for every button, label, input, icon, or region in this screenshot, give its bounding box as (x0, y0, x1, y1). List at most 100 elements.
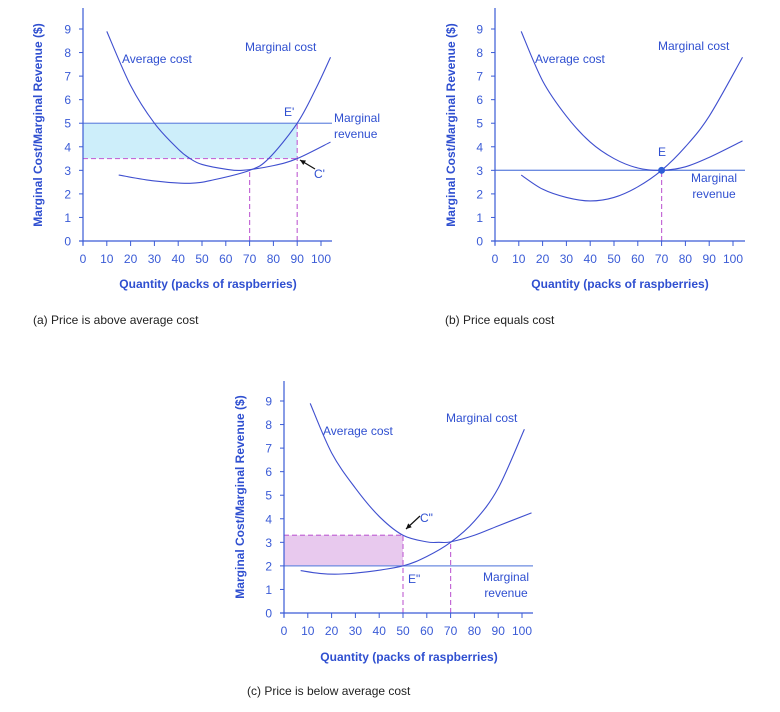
y-tick-label-c: 9 (265, 395, 272, 409)
point-c-prime-label: C' (314, 167, 325, 181)
caption-a: (a) Price is above average cost (33, 313, 199, 327)
x-axis-label-c: Quantity (packs of raspberries) (320, 650, 498, 664)
y-tick-label-b: 8 (476, 46, 483, 60)
y-tick-label-c: 1 (265, 583, 272, 597)
x-tick-label-c: 100 (512, 624, 532, 638)
caption-c: (c) Price is below average cost (247, 684, 411, 698)
equilibrium-point-b (658, 166, 666, 174)
x-tick-label-b: 0 (492, 252, 499, 266)
x-tick-label-b: 90 (703, 252, 717, 266)
average-cost-label-b: Average cost (535, 52, 605, 66)
x-tick-label-a: 80 (267, 252, 281, 266)
point-e-double-prime-label: E" (408, 572, 421, 586)
y-tick-label-a: 4 (64, 140, 71, 154)
shaded-loss-region-c (284, 535, 403, 566)
marginal-cost-curve-a (118, 57, 332, 184)
x-tick-label-b: 60 (631, 252, 645, 266)
y-tick-label-c: 2 (265, 559, 272, 573)
y-tick-label-b: 4 (476, 140, 483, 154)
y-tick-label-c: 5 (265, 489, 272, 503)
shaded-profit-region-a (83, 123, 298, 159)
marginal-revenue-label-a-2: revenue (334, 127, 378, 141)
y-axis-label-b: Marginal Cost/Marginal Revenue ($) (444, 23, 458, 227)
y-tick-label-a: 8 (64, 46, 71, 60)
x-tick-label-b: 20 (536, 252, 550, 266)
y-axis-label-c: Marginal Cost/Marginal Revenue ($) (233, 395, 247, 599)
y-tick-label-c: 3 (265, 536, 272, 550)
x-tick-label-b: 80 (679, 252, 693, 266)
x-tick-label-a: 40 (172, 252, 186, 266)
y-tick-label-a: 5 (64, 117, 71, 131)
y-tick-label-b: 0 (476, 235, 483, 249)
y-tick-label-b: 6 (476, 93, 483, 107)
marginal-cost-curve-c (300, 429, 525, 575)
y-tick-label-b: 7 (476, 70, 483, 84)
x-axis-label-a: Quantity (packs of raspberries) (119, 277, 297, 291)
y-tick-label-b: 2 (476, 187, 483, 201)
average-cost-curve-b (520, 31, 743, 171)
y-tick-label-a: 0 (64, 235, 71, 249)
x-tick-label-a: 10 (100, 252, 114, 266)
x-tick-label-a: 100 (311, 252, 331, 266)
y-tick-label-a: 3 (64, 164, 71, 178)
marginal-cost-curve-b (520, 56, 743, 202)
x-tick-label-a: 60 (219, 252, 233, 266)
y-tick-label-c: 6 (265, 465, 272, 479)
y-axis-label-a: Marginal Cost/Marginal Revenue ($) (31, 23, 45, 227)
x-tick-label-a: 0 (80, 252, 87, 266)
x-tick-label-b: 70 (655, 252, 669, 266)
y-tick-label-c: 0 (265, 607, 272, 621)
x-tick-label-b: 30 (560, 252, 574, 266)
y-tick-label-c: 7 (265, 442, 272, 456)
arrowhead-icon-c (406, 523, 412, 529)
x-axis-label-b: Quantity (packs of raspberries) (531, 277, 709, 291)
x-tick-label-a: 20 (124, 252, 138, 266)
x-tick-label-c: 10 (301, 624, 315, 638)
x-tick-label-a: 30 (148, 252, 162, 266)
y-tick-label-b: 1 (476, 211, 483, 225)
x-tick-label-a: 50 (195, 252, 209, 266)
y-tick-label-a: 1 (64, 211, 71, 225)
y-tick-label-c: 8 (265, 418, 272, 432)
point-e-prime-label: E' (284, 105, 295, 119)
y-tick-label-b: 5 (476, 117, 483, 131)
x-tick-label-c: 70 (444, 624, 458, 638)
average-cost-curve-a (106, 31, 331, 172)
x-tick-label-b: 50 (607, 252, 621, 266)
marginal-revenue-label-b-2: revenue (692, 187, 736, 201)
caption-b: (b) Price equals cost (445, 313, 555, 327)
y-tick-label-c: 4 (265, 512, 272, 526)
average-cost-curve-c (309, 403, 532, 544)
y-tick-label-a: 6 (64, 93, 71, 107)
x-tick-label-c: 30 (349, 624, 363, 638)
marginal-revenue-label-b-1: Marginal (690, 171, 738, 185)
y-tick-label-b: 3 (476, 164, 483, 178)
marginal-revenue-label-c-1: Marginal (482, 570, 530, 584)
average-cost-label-a: Average cost (122, 52, 192, 66)
x-tick-label-c: 60 (420, 624, 434, 638)
point-c-double-prime-label: C" (420, 511, 433, 525)
arrowhead-icon-a (300, 160, 306, 166)
average-cost-label-c: Average cost (323, 424, 393, 438)
marginal-revenue-label-a-1: Marginal (334, 111, 381, 125)
x-tick-label-c: 90 (492, 624, 506, 638)
x-tick-label-b: 10 (512, 252, 526, 266)
x-tick-label-b: 100 (723, 252, 743, 266)
x-tick-label-c: 0 (281, 624, 288, 638)
x-tick-label-c: 20 (325, 624, 339, 638)
x-tick-label-c: 50 (396, 624, 410, 638)
x-tick-label-b: 40 (584, 252, 598, 266)
y-tick-label-b: 9 (476, 23, 483, 37)
marginal-cost-label-c: Marginal cost (446, 411, 518, 425)
y-tick-label-a: 7 (64, 70, 71, 84)
marginal-cost-label-b: Marginal cost (658, 39, 730, 53)
marginal-revenue-label-c-2: revenue (484, 586, 528, 600)
marginal-cost-label-a: Marginal cost (245, 40, 317, 54)
x-tick-label-a: 70 (243, 252, 257, 266)
x-tick-label-c: 40 (373, 624, 387, 638)
x-tick-label-a: 90 (291, 252, 305, 266)
x-tick-label-c: 80 (468, 624, 482, 638)
y-tick-label-a: 9 (64, 23, 71, 37)
y-tick-label-a: 2 (64, 187, 71, 201)
